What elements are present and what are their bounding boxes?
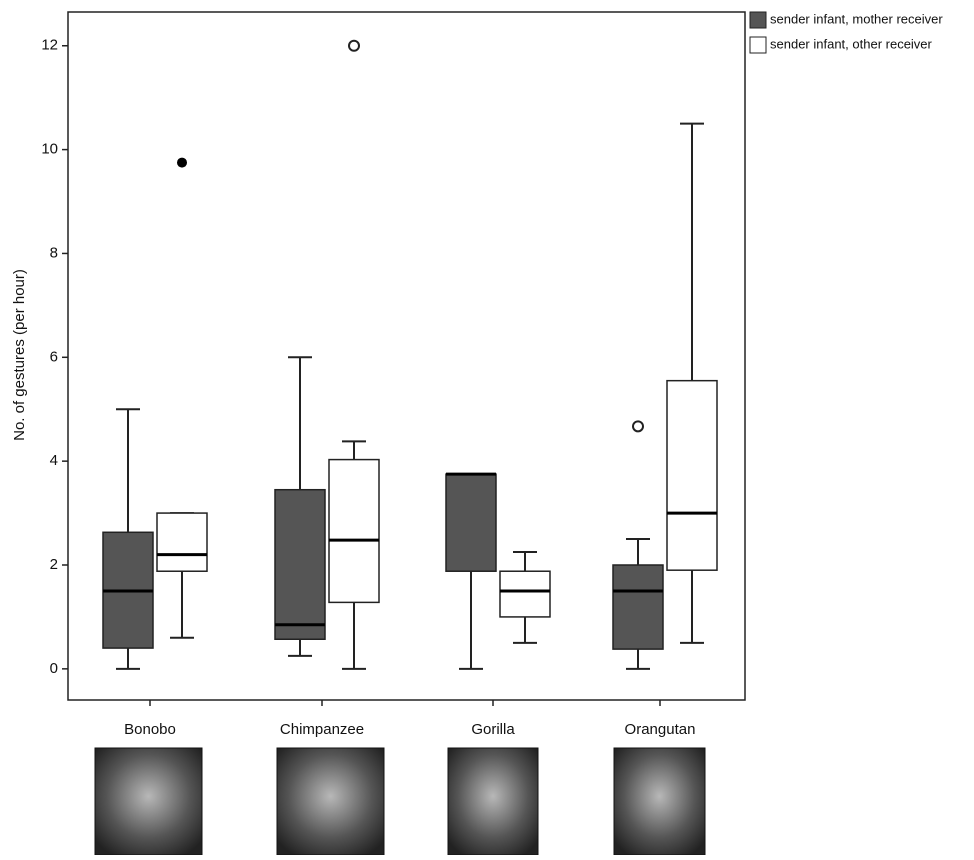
photo [447,747,539,856]
y-tick-label: 8 [50,244,58,261]
box [274,488,326,640]
photo [276,747,385,856]
outlier [632,420,644,433]
plot-frame [67,11,746,701]
x-tick-label: Chimpanzee [280,721,364,738]
box [612,564,664,650]
photo [94,747,203,856]
box [499,570,551,618]
box [666,379,718,571]
y-tick-label: 2 [50,556,58,573]
extreme-outlier [177,157,187,168]
x-tick-label: Orangutan [625,721,696,738]
box [156,512,208,572]
y-tick-label: 0 [50,660,58,677]
box [328,458,380,604]
legend-label: sender infant, mother receiver [770,11,943,26]
y-tick-label: 6 [50,348,58,365]
legend-label: sender infant, other receiver [770,36,933,51]
y-tick-label: 12 [41,37,58,54]
photo [613,747,706,856]
legend-swatch [749,11,767,29]
outlier [348,39,360,52]
legend-swatch [749,36,767,54]
y-tick-label: 10 [41,141,58,158]
y-tick-label: 4 [50,452,58,469]
box [445,473,497,572]
photos [94,747,706,856]
x-tick-label: Bonobo [124,721,176,738]
y-axis-label: No. of gestures (per hour) [11,269,28,441]
x-tick-label: Gorilla [471,721,515,738]
